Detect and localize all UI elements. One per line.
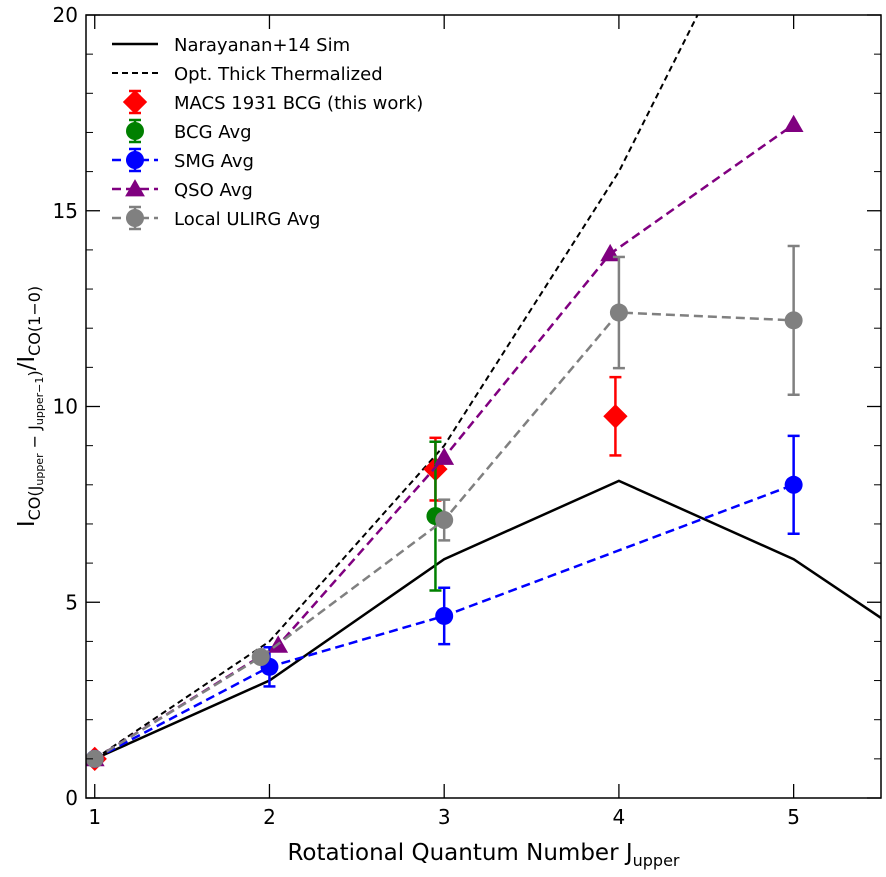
legend-item: MACS 1931 BCG (this work) (122, 89, 423, 115)
legend-label: SMG Avg (174, 151, 254, 172)
data-point (434, 447, 455, 465)
y-label-num-base: I (14, 520, 40, 527)
y-label-num-sub3: upper−1 (33, 377, 46, 425)
series-line (94, 483, 795, 760)
legend-item: QSO Avg (112, 179, 253, 201)
legend-label: Opt. Thick Thermalized (174, 64, 383, 85)
x-tick-label: 2 (263, 805, 276, 829)
y-label-slash: / (14, 362, 40, 370)
y-label-num-sub2: upper (33, 453, 46, 486)
x-tick-label: 4 (613, 805, 626, 829)
data-point (784, 311, 803, 330)
x-axis-label: Rotational Quantum Number Jupper (287, 840, 679, 870)
legend-marker (126, 209, 144, 227)
legend-label: MACS 1931 BCG (this work) (174, 93, 423, 114)
legend-item: Narayanan+14 Sim (112, 35, 350, 56)
data-point (784, 475, 803, 494)
legend-label: QSO Avg (174, 180, 253, 201)
x-tick-label: 3 (438, 805, 451, 829)
legend-marker (126, 122, 144, 140)
legend-marker (126, 151, 144, 169)
x-axis-label-main: Rotational Quantum Number J (287, 840, 632, 866)
data-point (603, 404, 628, 429)
x-tick-label: 1 (88, 805, 101, 829)
y-tick-label: 10 (53, 395, 78, 419)
y-label-den-base: I (14, 356, 40, 363)
y-label-den-sub: CO(1−0) (25, 286, 44, 356)
series-group (94, 479, 881, 760)
y-tick-label: 0 (65, 786, 78, 810)
data-point (435, 511, 454, 530)
data-point (435, 606, 454, 625)
y-tick-label: 5 (65, 590, 78, 614)
y-tick-label: 15 (53, 199, 78, 223)
series-layer (86, 15, 881, 771)
series-line (94, 15, 699, 760)
series-group (86, 244, 803, 768)
x-axis-label-sub: upper (633, 851, 680, 870)
legend-label: Narayanan+14 Sim (174, 35, 350, 56)
legend: Narayanan+14 Sim Opt. Thick Thermalized MA… (112, 35, 423, 231)
y-tick-label: 20 (53, 3, 78, 27)
legend-item: BCG Avg (126, 118, 252, 144)
legend-label: Local ULIRG Avg (174, 209, 320, 230)
data-point (251, 648, 270, 667)
series-group (94, 15, 699, 760)
legend-marker (125, 179, 145, 197)
axis-ticks: 1 2 3 4 5 0 5 10 15 20 (53, 3, 881, 829)
data-point (86, 749, 104, 768)
data-point (783, 114, 804, 133)
y-label-num-sub: CO(J (25, 486, 44, 521)
legend-label: BCG Avg (174, 122, 252, 143)
y-label-num-close: ) (25, 370, 44, 376)
legend-item: Opt. Thick Thermalized (112, 64, 383, 85)
data-point (600, 243, 621, 262)
x-tick-label: 5 (787, 805, 800, 829)
y-label-num-mid: − J (25, 425, 44, 453)
legend-marker (122, 89, 148, 115)
series-group (86, 434, 803, 768)
data-point (609, 303, 628, 322)
y-axis-label: ICO(Jupper − Jupper−1)/ICO(1−0) (14, 286, 46, 527)
series-line (94, 479, 881, 760)
legend-item: Local ULIRG Avg (112, 205, 320, 231)
legend-item: SMG Avg (112, 147, 254, 173)
